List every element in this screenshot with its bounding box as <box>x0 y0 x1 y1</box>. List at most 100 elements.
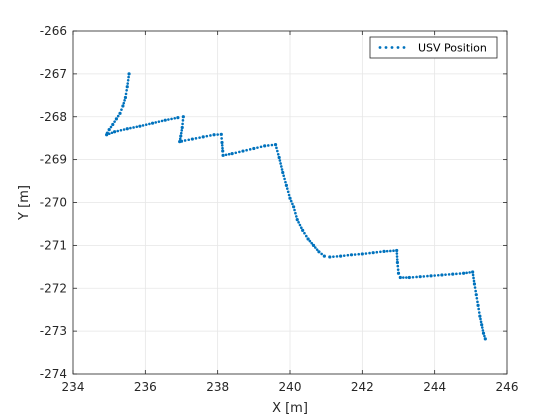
data-point <box>293 208 296 212</box>
data-point <box>483 337 487 341</box>
y-tick-label: -270 <box>40 196 67 210</box>
data-point <box>148 122 151 126</box>
data-point <box>292 205 296 209</box>
data-point <box>301 228 305 232</box>
data-point <box>364 252 368 255</box>
data-point <box>440 273 444 277</box>
data-point <box>198 136 201 139</box>
data-point <box>119 128 123 132</box>
legend-label: USV Position <box>418 42 487 55</box>
data-point <box>479 320 483 324</box>
data-point <box>112 130 117 134</box>
data-point <box>167 118 170 121</box>
data-point <box>472 282 477 286</box>
data-point <box>422 275 426 278</box>
data-point <box>183 139 187 142</box>
y-tick-label: -269 <box>40 153 67 167</box>
data-point <box>349 253 354 257</box>
data-point <box>111 122 115 127</box>
data-point <box>135 125 139 129</box>
data-point <box>480 326 484 329</box>
data-point <box>360 252 364 256</box>
legend-marker-dot <box>384 46 388 49</box>
data-point <box>436 273 440 277</box>
data-point <box>322 254 326 258</box>
data-point <box>278 159 282 162</box>
data-point <box>220 140 224 145</box>
legend-marker-dot <box>378 46 382 49</box>
data-point <box>395 255 399 258</box>
data-point <box>238 150 241 154</box>
data-point <box>476 303 480 307</box>
data-point <box>144 123 148 126</box>
data-point <box>407 275 411 280</box>
data-point <box>396 268 400 271</box>
data-point <box>178 137 182 141</box>
data-series <box>105 72 487 341</box>
data-point <box>126 82 130 85</box>
data-point <box>444 273 447 276</box>
data-point <box>116 114 120 118</box>
data-point <box>287 193 291 197</box>
data-point <box>433 274 436 277</box>
data-point <box>317 250 321 254</box>
data-point <box>123 99 126 102</box>
data-point <box>132 126 135 129</box>
data-point <box>308 239 312 243</box>
data-point <box>116 129 120 133</box>
data-point <box>304 234 308 238</box>
y-tick-label: -266 <box>40 24 67 38</box>
x-tick-label: 242 <box>351 380 374 394</box>
data-point <box>295 215 298 218</box>
data-point <box>276 152 280 156</box>
data-point <box>402 276 405 279</box>
data-point <box>284 183 288 187</box>
data-point <box>121 104 125 108</box>
data-point <box>125 85 129 89</box>
data-point <box>405 276 408 279</box>
data-point <box>281 170 285 175</box>
y-tick-label: -272 <box>40 281 67 295</box>
data-point <box>234 151 238 155</box>
data-point <box>306 237 310 241</box>
data-point <box>311 243 316 247</box>
data-point <box>205 134 209 138</box>
data-point <box>368 251 371 255</box>
data-point <box>297 221 300 224</box>
data-point <box>300 226 303 229</box>
data-point <box>392 249 395 253</box>
y-axis-label: Y [m] <box>17 185 32 221</box>
x-tick-label: 238 <box>206 380 229 394</box>
data-point <box>279 162 282 165</box>
y-tick-label: -268 <box>40 110 67 124</box>
data-point <box>179 131 183 135</box>
data-point <box>458 272 462 275</box>
ticks <box>72 30 508 375</box>
data-point <box>125 127 129 131</box>
legend-marker <box>378 46 406 49</box>
data-point <box>263 144 267 148</box>
data-point <box>320 252 323 256</box>
data-point <box>371 251 375 255</box>
data-point <box>120 108 123 111</box>
data-point <box>315 248 319 251</box>
data-point <box>395 248 399 253</box>
data-point <box>289 199 293 203</box>
data-point <box>113 120 116 123</box>
data-point <box>122 128 126 131</box>
y-tick-label: -274 <box>40 367 67 381</box>
data-point <box>150 121 155 125</box>
data-point <box>154 121 158 124</box>
data-point <box>138 124 142 128</box>
data-point <box>478 314 482 318</box>
data-point <box>212 133 216 137</box>
x-tick-label: 246 <box>496 380 519 394</box>
data-point <box>276 149 279 153</box>
data-point <box>284 180 287 184</box>
data-point <box>141 124 145 127</box>
data-point <box>472 276 475 280</box>
y-tick-label: -271 <box>40 238 67 252</box>
data-point <box>475 296 479 300</box>
data-point <box>124 92 128 96</box>
